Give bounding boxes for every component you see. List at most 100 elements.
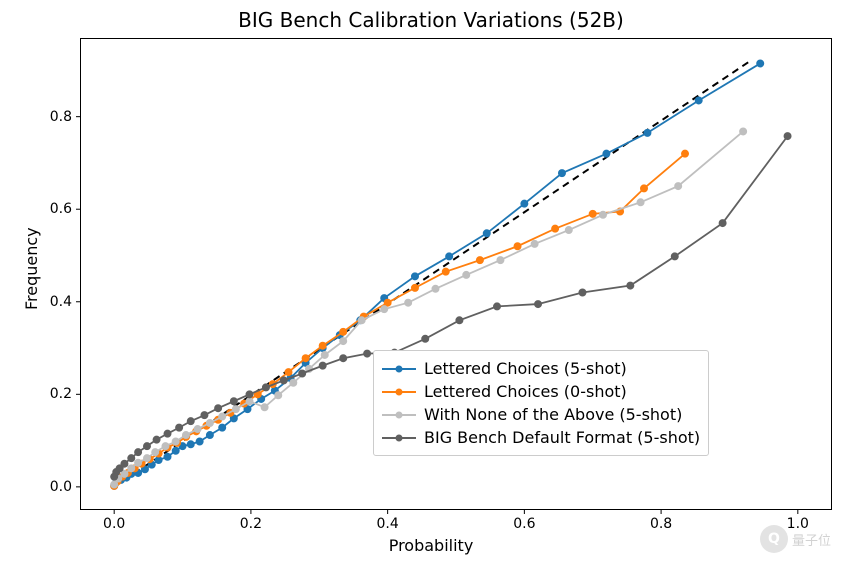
x-tick-label: 1.0	[787, 516, 809, 532]
series-marker-with-nota-5shot	[405, 299, 412, 306]
series-marker-with-nota-5shot	[358, 317, 365, 324]
series-marker-default-5shot	[364, 350, 371, 357]
series-marker-with-nota-5shot	[432, 285, 439, 292]
legend-item-lettered-0shot: Lettered Choices (0-shot)	[382, 380, 700, 403]
series-marker-with-nota-5shot	[321, 351, 328, 358]
legend-swatch	[382, 362, 416, 376]
series-marker-lettered-0shot	[411, 284, 418, 291]
series-marker-with-nota-5shot	[135, 459, 142, 466]
x-tick-label: 0.8	[650, 516, 672, 532]
series-marker-default-5shot	[784, 133, 791, 140]
series-marker-default-5shot	[299, 370, 306, 377]
series-marker-with-nota-5shot	[232, 406, 239, 413]
series-marker-with-nota-5shot	[182, 432, 189, 439]
series-marker-with-nota-5shot	[740, 128, 747, 135]
y-axis-label: Frequency	[22, 227, 41, 310]
series-marker-lettered-5shot	[603, 150, 610, 157]
series-marker-lettered-5shot	[558, 170, 565, 177]
x-tick-label: 0.6	[513, 516, 535, 532]
series-marker-default-5shot	[456, 317, 463, 324]
y-tick-label: 0.0	[44, 479, 72, 495]
series-marker-default-5shot	[535, 301, 542, 308]
series-marker-lettered-0shot	[302, 355, 309, 362]
series-marker-with-nota-5shot	[275, 392, 282, 399]
series-marker-with-nota-5shot	[675, 183, 682, 190]
legend-label: Lettered Choices (0-shot)	[424, 382, 627, 401]
series-marker-with-nota-5shot	[162, 443, 169, 450]
watermark-icon: Q	[760, 525, 788, 553]
series-marker-lettered-0shot	[641, 185, 648, 192]
chart-svg	[0, 0, 862, 574]
legend-item-default-5shot: BIG Bench Default Format (5-shot)	[382, 426, 700, 449]
series-marker-lettered-0shot	[514, 243, 521, 250]
series-marker-with-nota-5shot	[565, 227, 572, 234]
x-tick-label: 0.2	[240, 516, 262, 532]
series-marker-default-5shot	[176, 424, 183, 431]
y-tick-label: 0.2	[44, 386, 72, 402]
legend-item-with-nota-5shot: With None of the Above (5-shot)	[382, 403, 700, 426]
series-marker-lettered-0shot	[476, 257, 483, 264]
legend-swatch	[382, 385, 416, 399]
y-tick-label: 0.4	[44, 294, 72, 310]
series-marker-lettered-5shot	[219, 424, 226, 431]
series-marker-default-5shot	[494, 303, 501, 310]
legend-item-lettered-5shot: Lettered Choices (5-shot)	[382, 357, 700, 380]
series-marker-with-nota-5shot	[219, 413, 226, 420]
watermark-icon-glyph: Q	[768, 531, 780, 547]
series-marker-default-5shot	[719, 220, 726, 227]
series-marker-lettered-0shot	[384, 299, 391, 306]
series-marker-lettered-5shot	[164, 453, 171, 460]
series-marker-default-5shot	[671, 253, 678, 260]
series-marker-lettered-0shot	[442, 268, 449, 275]
series-marker-lettered-5shot	[695, 97, 702, 104]
series-marker-default-5shot	[262, 384, 269, 391]
legend-label: BIG Bench Default Format (5-shot)	[424, 428, 700, 447]
series-marker-lettered-5shot	[411, 273, 418, 280]
series-marker-lettered-5shot	[187, 441, 194, 448]
series-marker-lettered-0shot	[552, 225, 559, 232]
series-marker-with-nota-5shot	[128, 465, 135, 472]
series-marker-with-nota-5shot	[340, 338, 347, 345]
series-marker-default-5shot	[422, 335, 429, 342]
x-axis-label-text: Probability	[389, 536, 474, 555]
series-marker-with-nota-5shot	[143, 455, 150, 462]
series-marker-lettered-0shot	[285, 369, 292, 376]
series-marker-default-5shot	[230, 398, 237, 405]
series-marker-default-5shot	[319, 362, 326, 369]
series-marker-default-5shot	[135, 449, 142, 456]
series-marker-default-5shot	[340, 355, 347, 362]
series-marker-with-nota-5shot	[381, 306, 388, 313]
series-marker-with-nota-5shot	[152, 449, 159, 456]
series-marker-with-nota-5shot	[599, 211, 606, 218]
y-tick-label: 0.6	[44, 201, 72, 217]
series-marker-lettered-5shot	[196, 438, 203, 445]
x-tick-label: 0.0	[103, 516, 125, 532]
y-axis-label-text: Frequency	[22, 227, 41, 310]
series-marker-lettered-5shot	[644, 129, 651, 136]
x-tick-label: 0.4	[376, 516, 398, 532]
series-marker-with-nota-5shot	[290, 379, 297, 386]
series-marker-with-nota-5shot	[172, 438, 179, 445]
series-marker-lettered-5shot	[206, 432, 213, 439]
series-marker-lettered-5shot	[521, 200, 528, 207]
legend-label: With None of the Above (5-shot)	[424, 405, 682, 424]
series-marker-default-5shot	[153, 436, 160, 443]
x-axis-label: Probability	[0, 536, 862, 555]
series-marker-with-nota-5shot	[497, 257, 504, 264]
y-tick-label: 0.8	[44, 109, 72, 125]
series-marker-default-5shot	[215, 405, 222, 412]
series-marker-with-nota-5shot	[463, 271, 470, 278]
watermark-text: 量子位	[792, 530, 831, 549]
legend: Lettered Choices (5-shot) Lettered Choice…	[373, 350, 709, 456]
series-marker-default-5shot	[121, 460, 128, 467]
series-marker-lettered-5shot	[172, 447, 179, 454]
legend-swatch	[382, 431, 416, 445]
series-marker-default-5shot	[143, 443, 150, 450]
series-marker-default-5shot	[201, 412, 208, 419]
series-marker-with-nota-5shot	[531, 240, 538, 247]
series-marker-lettered-0shot	[319, 342, 326, 349]
series-marker-lettered-0shot	[340, 328, 347, 335]
series-marker-lettered-5shot	[483, 230, 490, 237]
series-marker-default-5shot	[187, 418, 194, 425]
series-marker-with-nota-5shot	[246, 398, 253, 405]
